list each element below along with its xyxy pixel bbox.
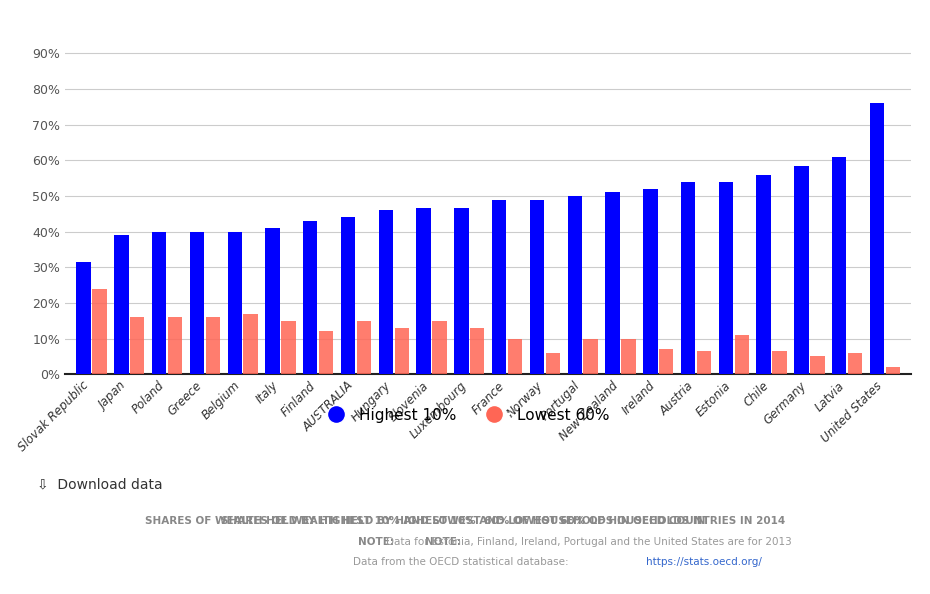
- Bar: [885, 367, 900, 374]
- Bar: [379, 210, 393, 374]
- Bar: [605, 192, 619, 374]
- Bar: [417, 208, 431, 374]
- Text: SHARES OF WEALTH HELD BY HIGHEST 10% AND LOWEST 60% OF HOUSEHOLDS IN OECD COUNTR: SHARES OF WEALTH HELD BY HIGHEST 10% AND…: [145, 516, 785, 526]
- Bar: [719, 182, 733, 374]
- Text: Data from the OECD statistical database:: Data from the OECD statistical database:: [353, 558, 572, 567]
- Bar: [621, 339, 635, 374]
- Bar: [454, 208, 469, 374]
- Bar: [735, 335, 749, 374]
- Bar: [772, 351, 787, 374]
- Bar: [265, 228, 280, 374]
- Bar: [546, 353, 560, 374]
- Bar: [341, 217, 355, 374]
- Bar: [756, 175, 771, 374]
- Bar: [530, 200, 544, 374]
- Bar: [432, 321, 446, 374]
- Bar: [130, 317, 144, 374]
- Bar: [470, 328, 485, 374]
- Bar: [303, 221, 317, 374]
- Bar: [697, 351, 711, 374]
- Text: https://stats.oecd.org/: https://stats.oecd.org/: [646, 558, 763, 567]
- Bar: [659, 349, 673, 374]
- Bar: [281, 321, 296, 374]
- Bar: [508, 339, 523, 374]
- Text: Data for Estonia, Finland, Ireland, Portugal and the United States are for 2013: Data for Estonia, Finland, Ireland, Port…: [386, 538, 791, 547]
- Bar: [848, 353, 862, 374]
- Bar: [357, 321, 371, 374]
- Legend: Highest 10%, Lowest 60%: Highest 10%, Lowest 60%: [314, 402, 616, 429]
- Bar: [76, 262, 91, 374]
- Bar: [190, 232, 205, 374]
- Bar: [567, 196, 582, 374]
- Bar: [244, 314, 258, 374]
- Text: ⇩  Download data: ⇩ Download data: [37, 477, 163, 491]
- Bar: [152, 232, 166, 374]
- Bar: [228, 232, 242, 374]
- Bar: [681, 182, 696, 374]
- Bar: [794, 166, 808, 374]
- Bar: [492, 200, 507, 374]
- Bar: [206, 317, 220, 374]
- Bar: [92, 289, 107, 374]
- Text: SHARES OF WEALTH HELD BY HIGHEST 10% AND LOWEST 60% OF HOUSEHOLDS IN: SHARES OF WEALTH HELD BY HIGHEST 10% AND…: [221, 516, 709, 526]
- Text: NOTE:: NOTE:: [358, 538, 398, 547]
- Bar: [319, 331, 333, 374]
- Text: NOTE:: NOTE:: [425, 538, 465, 547]
- Bar: [832, 157, 846, 374]
- Bar: [810, 356, 825, 374]
- Bar: [644, 189, 658, 374]
- Bar: [114, 235, 128, 374]
- Bar: [870, 103, 884, 374]
- Bar: [583, 339, 598, 374]
- Bar: [167, 317, 182, 374]
- Bar: [394, 328, 409, 374]
